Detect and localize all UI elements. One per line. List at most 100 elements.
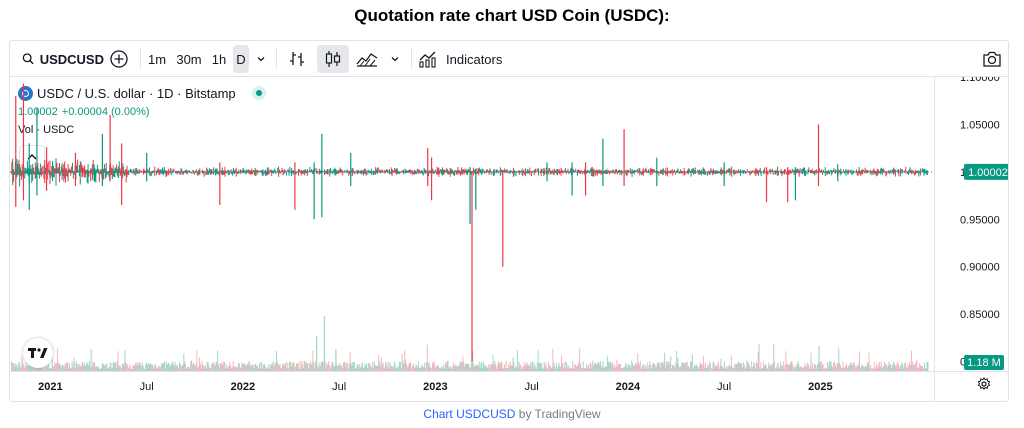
market-status-icon[interactable] <box>251 86 266 100</box>
volume-bar <box>537 350 539 371</box>
volume-bar <box>612 362 614 371</box>
volume-bar <box>538 362 540 371</box>
volume-bar <box>345 366 347 371</box>
volume-bar <box>406 367 408 371</box>
volume-bar <box>672 364 674 371</box>
volume-bar <box>268 364 270 371</box>
volume-bar <box>755 368 757 371</box>
volume-bar <box>601 367 603 371</box>
volume-bar <box>646 362 648 371</box>
volume-bar <box>129 363 131 371</box>
volume-bar <box>846 363 848 371</box>
chart-link[interactable]: Chart USDCUSD <box>423 407 516 421</box>
volume-bar <box>878 361 880 371</box>
volume-bar <box>158 365 160 371</box>
candles-style-button[interactable] <box>317 45 349 73</box>
volume-bar <box>272 361 274 371</box>
volume-bar <box>160 364 162 371</box>
volume-bar <box>529 362 531 371</box>
volume-bar <box>404 350 406 371</box>
volume-bar <box>534 363 536 371</box>
volume-bar <box>553 362 555 371</box>
volume-bar <box>528 365 530 371</box>
volume-bar <box>352 361 354 371</box>
volume-bar <box>793 366 795 371</box>
x-tick-label: 2023 <box>423 381 447 393</box>
volume-bar <box>207 362 209 371</box>
volume-bar <box>26 365 28 371</box>
volume-bar <box>558 362 560 371</box>
volume-bar <box>824 367 826 371</box>
compare-symbol-button[interactable] <box>105 45 133 73</box>
volume-bar <box>369 363 371 371</box>
chart-settings-button[interactable] <box>973 373 995 395</box>
volume-bar <box>624 366 626 371</box>
volume-bar <box>246 363 248 371</box>
interval-30m[interactable]: 30m <box>176 51 202 67</box>
tradingview-logo[interactable] <box>23 338 53 368</box>
volume-bar <box>460 362 462 371</box>
interval-1h[interactable]: 1h <box>211 51 227 67</box>
volume-bar <box>65 363 67 371</box>
volume-bar <box>713 362 715 371</box>
chart-toolbar: USDCUSD 1m 30m 1h D <box>10 41 1008 77</box>
interval-d[interactable]: D <box>233 45 249 73</box>
volume-bar <box>102 363 104 371</box>
volume-bar <box>94 366 96 371</box>
volume-bar <box>326 363 328 371</box>
snapshot-button[interactable] <box>978 45 1006 73</box>
symbol-search[interactable]: USDCUSD <box>18 45 104 73</box>
volume-bar <box>850 362 852 371</box>
volume-bar <box>421 364 423 371</box>
volume-bar <box>593 363 595 371</box>
volume-bar <box>710 363 712 371</box>
volume-bar <box>576 365 578 371</box>
volume-bar <box>645 368 647 371</box>
price-chart[interactable]: 1.100001.050001.000000.950000.900000.850… <box>10 77 1009 402</box>
volume-bar <box>815 368 817 371</box>
volume-bar <box>621 368 623 371</box>
volume-bar <box>434 366 436 371</box>
volume-bar <box>738 363 740 371</box>
chart-style-dropdown[interactable] <box>386 45 404 73</box>
volume-bar <box>463 361 465 371</box>
volume-bar <box>768 362 770 371</box>
volume-bar <box>145 363 147 371</box>
legend-volume-row: Vol · USDC <box>18 121 266 139</box>
volume-bar <box>842 361 844 371</box>
y-tick-label: 1.05000 <box>960 119 1000 131</box>
volume-bar <box>629 364 631 371</box>
bars-style-button[interactable] <box>283 45 311 73</box>
volume-bar <box>547 368 549 371</box>
volume-bar <box>655 364 657 371</box>
volume-bar <box>141 362 143 371</box>
volume-bar <box>480 363 482 371</box>
volume-bar <box>138 365 140 371</box>
volume-bar <box>413 367 415 371</box>
volume-bar <box>574 364 576 371</box>
volume-bar <box>825 368 827 371</box>
volume-bar <box>155 365 157 371</box>
volume-bar <box>23 364 25 371</box>
volume-bar <box>269 365 271 371</box>
volume-bar <box>698 366 700 371</box>
volume-bar <box>31 366 33 371</box>
volume-bar <box>166 364 168 371</box>
volume-bar <box>541 368 543 371</box>
interval-dropdown[interactable] <box>252 45 270 73</box>
volume-bar <box>814 364 816 371</box>
volume-bar <box>817 363 819 371</box>
area-style-button[interactable] <box>353 45 381 73</box>
add-circle-icon <box>110 50 128 68</box>
volume-bar <box>283 365 285 371</box>
volume-bar <box>566 362 568 371</box>
volume-bar <box>640 368 642 371</box>
volume-bar <box>41 365 43 371</box>
volume-bar <box>473 366 475 371</box>
volume-bar <box>271 363 273 371</box>
volume-bar <box>492 354 494 371</box>
indicators-button[interactable]: Indicators <box>418 45 508 73</box>
interval-1m[interactable]: 1m <box>147 51 167 67</box>
volume-bar <box>328 365 330 371</box>
volume-bar <box>290 366 292 371</box>
